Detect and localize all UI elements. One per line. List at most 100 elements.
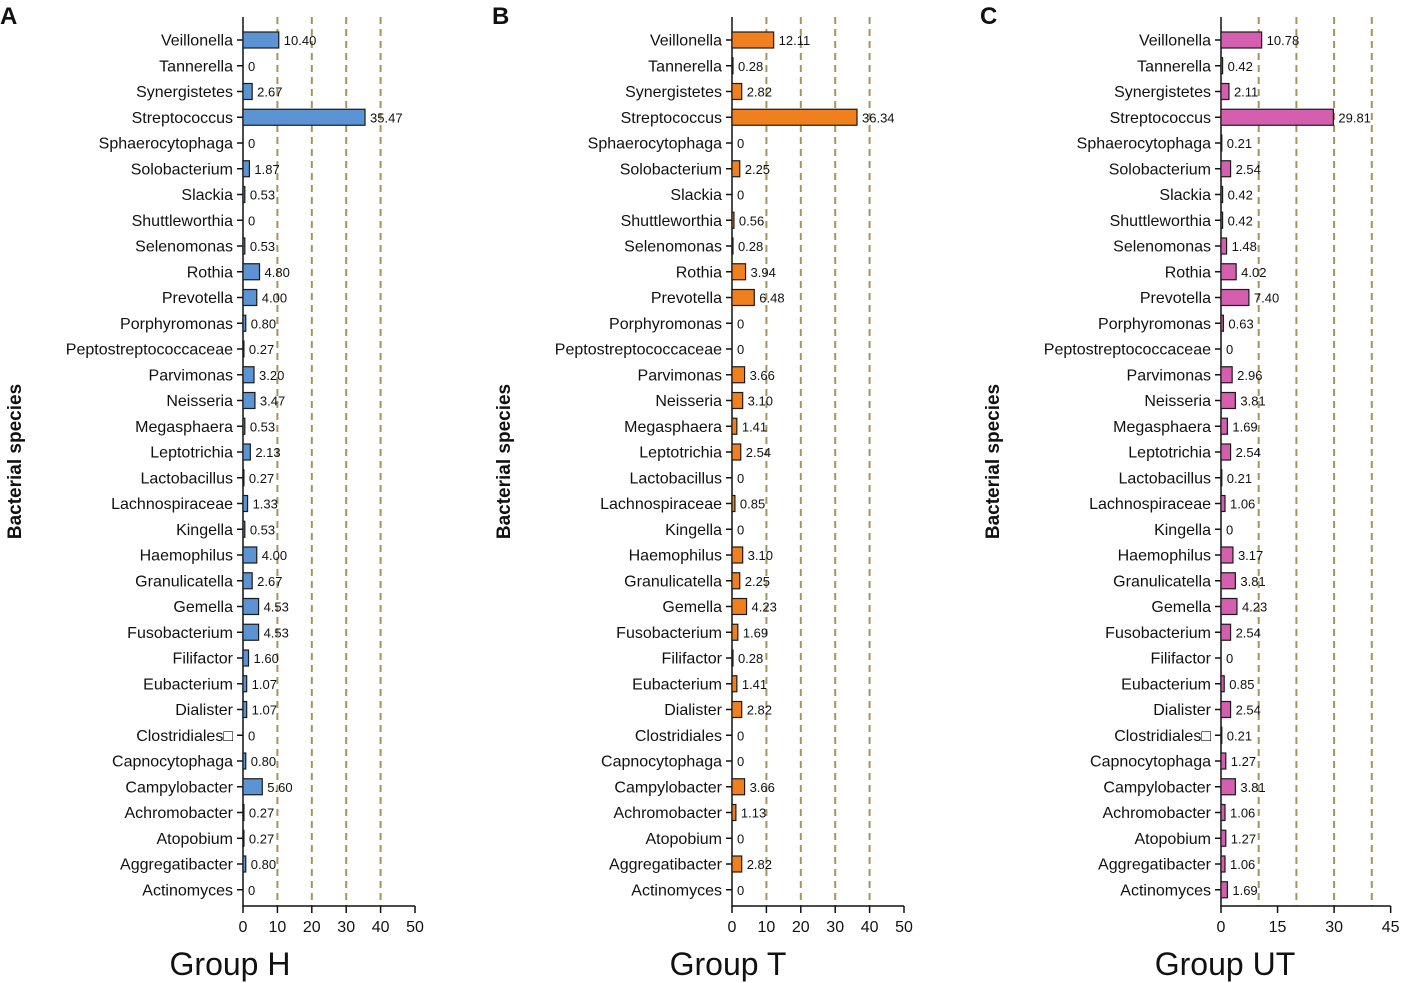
- panel-letter: A: [0, 3, 17, 30]
- y-axis-title: Bacterial species: [983, 384, 1004, 539]
- bar-leptotrichia: [242, 443, 251, 461]
- bar-lachnospiraceae: [1220, 494, 1226, 513]
- value-label: 2.13: [255, 445, 280, 460]
- x-tick-label: 50: [895, 919, 913, 936]
- value-label: 0: [1226, 342, 1233, 357]
- category-label-tannerella: Tannerella: [648, 58, 722, 75]
- value-label: 0.28: [738, 239, 763, 254]
- value-label: 3.20: [259, 368, 284, 383]
- value-label: 3.10: [748, 394, 773, 409]
- value-label: 35.47: [370, 110, 403, 125]
- bar-tannerella: [731, 57, 734, 75]
- y-axis-title: Bacterial species: [494, 384, 515, 539]
- value-label: 0: [737, 471, 744, 486]
- value-label: 2.54: [1236, 445, 1261, 460]
- x-tick-label: 10: [269, 919, 287, 936]
- bar-dialister: [242, 700, 248, 719]
- bar-slackia: [1220, 185, 1224, 204]
- value-label: 5.60: [267, 780, 292, 795]
- bar-porphyromonas: [242, 314, 247, 332]
- category-label-neisseria: Neisseria: [1144, 393, 1211, 410]
- bar-aggregatibacter: [1220, 855, 1226, 873]
- bar-granulicatella: [1220, 572, 1236, 590]
- value-label: 1.87: [254, 162, 279, 177]
- category-label-dialister: Dialister: [1153, 702, 1211, 719]
- category-label-porphyromonas: Porphyromonas: [609, 316, 722, 333]
- category-label-haemophilus: Haemophilus: [629, 548, 722, 565]
- category-label-clostridiales: Clostridiales□: [136, 728, 233, 745]
- value-label: 0: [737, 342, 744, 357]
- value-label: 3.94: [751, 265, 776, 280]
- x-tick-label: 10: [758, 919, 776, 936]
- category-label-peptostreptococcaceae: Peptostreptococcaceae: [66, 342, 233, 359]
- bar-actinomyces: [1220, 881, 1228, 899]
- bar-streptococcus: [242, 108, 366, 126]
- bar-sphaerocytophaga: [1220, 134, 1223, 152]
- category-label-capnocytophaga: Capnocytophaga: [601, 754, 722, 771]
- bar-synergistetes: [242, 82, 253, 101]
- value-label: 0.80: [251, 316, 276, 331]
- category-label-slackia: Slackia: [670, 187, 722, 204]
- value-label: 2.54: [1236, 703, 1261, 718]
- category-label-prevotella: Prevotella: [651, 290, 722, 307]
- value-label: 1.06: [1230, 857, 1255, 872]
- value-label: 0: [248, 136, 255, 151]
- bar-dialister: [1220, 700, 1232, 719]
- value-label: 0.27: [249, 806, 274, 821]
- value-label: 0.21: [1227, 728, 1252, 743]
- category-label-lachnospiraceae: Lachnospiraceae: [1089, 496, 1211, 513]
- category-label-porphyromonas: Porphyromonas: [120, 316, 233, 333]
- category-label-veillonella: Veillonella: [161, 33, 233, 50]
- category-label-prevotella: Prevotella: [162, 290, 233, 307]
- x-tick-label: 30: [1325, 919, 1343, 936]
- category-label-granulicatella: Granulicatella: [624, 573, 722, 590]
- bar-eubacterium: [242, 675, 248, 693]
- value-label: 1.48: [1232, 239, 1257, 254]
- category-label-capnocytophaga: Capnocytophaga: [112, 754, 233, 771]
- value-label: 0.63: [1228, 316, 1253, 331]
- bar-synergistetes: [1220, 82, 1230, 101]
- bar-achromobacter: [242, 803, 245, 822]
- value-label: 1.69: [1232, 883, 1257, 898]
- category-label-dialister: Dialister: [175, 702, 233, 719]
- category-label-achromobacter: Achromobacter: [614, 805, 723, 822]
- category-label-fusobacterium: Fusobacterium: [1105, 625, 1211, 642]
- bar-capnocytophaga: [1220, 752, 1227, 770]
- bar-solobacterium: [731, 160, 741, 178]
- x-axis-title: Group UT: [1155, 946, 1295, 982]
- bar-megasphaera: [1220, 417, 1228, 435]
- value-label: 7.40: [1254, 291, 1279, 306]
- category-label-atopobium: Atopobium: [157, 831, 234, 848]
- category-label-neisseria: Neisseria: [655, 393, 722, 410]
- value-label: 6.48: [759, 291, 784, 306]
- x-axis-title: Group T: [670, 946, 787, 982]
- category-label-dialister: Dialister: [664, 702, 722, 719]
- value-label: 0.21: [1227, 471, 1252, 486]
- value-label: 0.53: [250, 188, 275, 203]
- x-tick-label: 40: [372, 919, 390, 936]
- value-label: 0: [737, 136, 744, 151]
- value-label: 2.67: [257, 574, 282, 589]
- category-label-fusobacterium: Fusobacterium: [127, 625, 233, 642]
- value-label: 4.80: [265, 265, 290, 280]
- category-label-sphaerocytophaga: Sphaerocytophaga: [1077, 136, 1211, 153]
- bar-atopobium: [242, 829, 245, 847]
- x-axis-title: Group H: [170, 946, 291, 982]
- value-label: 2.82: [747, 857, 772, 872]
- value-label: 0.42: [1228, 59, 1253, 74]
- category-label-slackia: Slackia: [1159, 187, 1211, 204]
- category-label-veillonella: Veillonella: [650, 33, 722, 50]
- x-tick-label: 20: [303, 919, 321, 936]
- y-axis-title: Bacterial species: [5, 384, 26, 539]
- category-label-synergistetes: Synergistetes: [1114, 84, 1211, 101]
- category-label-kingella: Kingella: [665, 522, 722, 539]
- value-label: 3.81: [1240, 394, 1265, 409]
- bar-haemophilus: [1220, 546, 1234, 564]
- category-label-selenomonas: Selenomonas: [135, 239, 233, 256]
- value-label: 2.82: [747, 703, 772, 718]
- value-label: 1.41: [742, 677, 767, 692]
- value-label: 1.27: [1231, 754, 1256, 769]
- value-label: 1.06: [1230, 806, 1255, 821]
- value-label: 1.07: [252, 703, 277, 718]
- category-label-solobacterium: Solobacterium: [1109, 161, 1211, 178]
